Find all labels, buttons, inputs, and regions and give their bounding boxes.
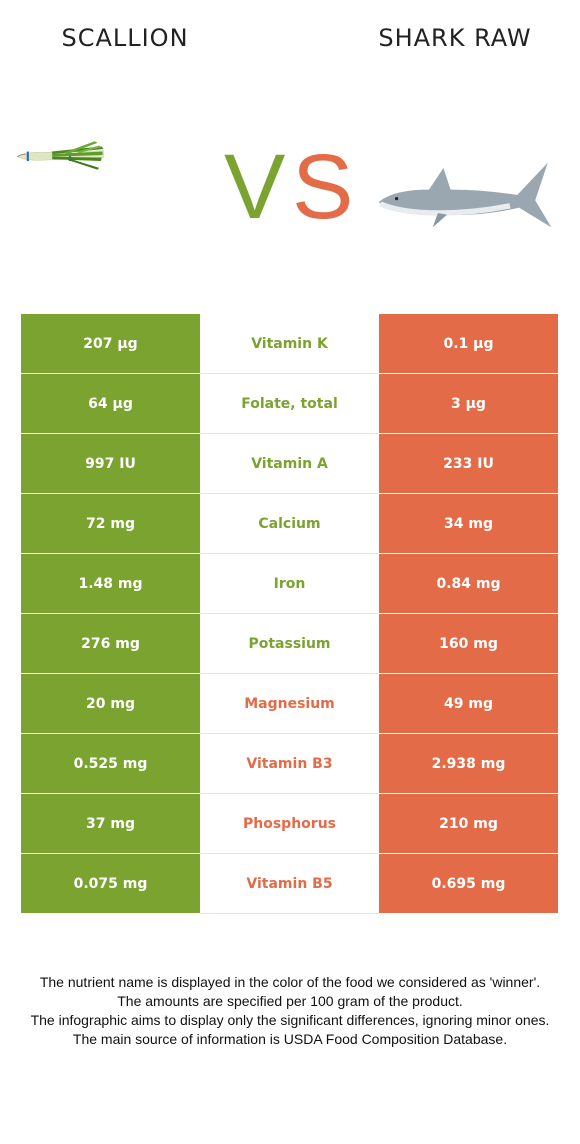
left-value: 20 mg xyxy=(21,674,200,734)
svg-text:V: V xyxy=(224,138,285,228)
left-value: 276 mg xyxy=(21,614,200,674)
right-food-title: SHARK RAW xyxy=(378,24,532,52)
right-value: 0.84 mg xyxy=(379,554,558,614)
table-row: 276 mg Potassium 160 mg xyxy=(21,614,558,674)
nutrient-name: Vitamin B3 xyxy=(200,734,379,794)
table-row: 20 mg Magnesium 49 mg xyxy=(21,674,558,734)
shark-icon xyxy=(378,162,552,228)
left-value: 0.525 mg xyxy=(21,734,200,794)
nutrient-name: Phosphorus xyxy=(200,794,379,854)
footer-notes: The nutrient name is displayed in the co… xyxy=(10,973,570,1049)
right-value: 49 mg xyxy=(379,674,558,734)
table-row: 72 mg Calcium 34 mg xyxy=(21,494,558,554)
svg-text:S: S xyxy=(292,138,353,228)
left-value: 72 mg xyxy=(21,494,200,554)
left-value: 1.48 mg xyxy=(21,554,200,614)
footer-line: The amounts are specified per 100 gram o… xyxy=(117,993,463,1009)
table-row: 0.075 mg Vitamin B5 0.695 mg xyxy=(21,854,558,914)
table-row: 1.48 mg Iron 0.84 mg xyxy=(21,554,558,614)
footer-line: The infographic aims to display only the… xyxy=(30,1012,550,1028)
right-value: 210 mg xyxy=(379,794,558,854)
table-row: 37 mg Phosphorus 210 mg xyxy=(21,794,558,854)
footer-line: The main source of information is USDA F… xyxy=(72,1031,508,1047)
left-value: 64 µg xyxy=(21,374,200,434)
left-value: 997 IU xyxy=(21,434,200,494)
right-value: 2.938 mg xyxy=(379,734,558,794)
table-row: 207 µg Vitamin K 0.1 µg xyxy=(21,314,558,374)
right-value: 0.695 mg xyxy=(379,854,558,914)
scallion-icon xyxy=(16,141,104,170)
nutrient-name: Vitamin A xyxy=(200,434,379,494)
table-row: 997 IU Vitamin A 233 IU xyxy=(21,434,558,494)
nutrient-name: Potassium xyxy=(200,614,379,674)
right-value: 3 µg xyxy=(379,374,558,434)
table-row: 64 µg Folate, total 3 µg xyxy=(21,374,558,434)
vs-mark: V S xyxy=(224,138,353,228)
nutrient-name: Iron xyxy=(200,554,379,614)
left-food-title: SCALLION xyxy=(61,24,189,52)
left-value: 0.075 mg xyxy=(21,854,200,914)
left-value: 37 mg xyxy=(21,794,200,854)
nutrient-name: Magnesium xyxy=(200,674,379,734)
footer-line: The nutrient name is displayed in the co… xyxy=(39,974,541,990)
right-value: 233 IU xyxy=(379,434,558,494)
right-value: 34 mg xyxy=(379,494,558,554)
nutrient-name: Vitamin K xyxy=(200,314,379,374)
nutrient-name: Calcium xyxy=(200,494,379,554)
nutrient-name: Vitamin B5 xyxy=(200,854,379,914)
left-value: 207 µg xyxy=(21,314,200,374)
nutrient-table: 207 µg Vitamin K 0.1 µg 64 µg Folate, to… xyxy=(21,314,558,914)
right-value: 0.1 µg xyxy=(379,314,558,374)
right-value: 160 mg xyxy=(379,614,558,674)
nutrient-name: Folate, total xyxy=(200,374,379,434)
table-row: 0.525 mg Vitamin B3 2.938 mg xyxy=(21,734,558,794)
